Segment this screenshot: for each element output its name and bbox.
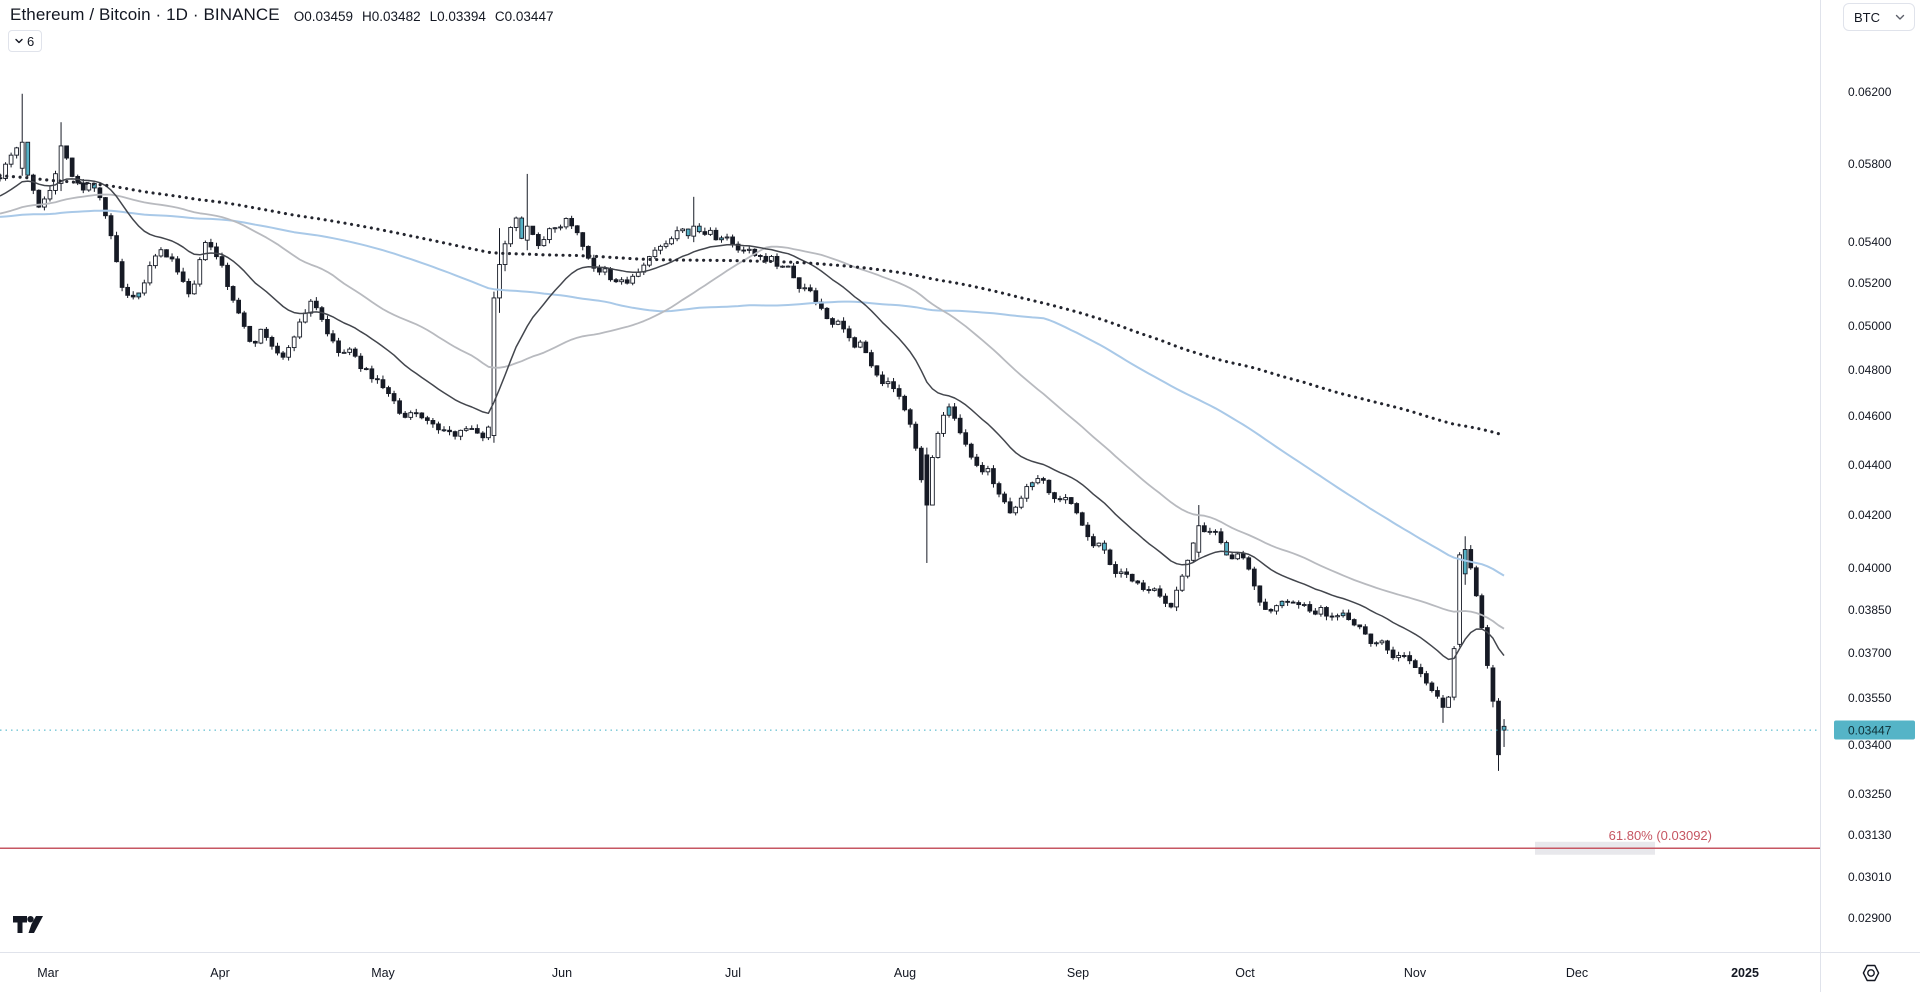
price-tick: 0.03550 (1848, 691, 1892, 706)
time-tick-Dec: Dec (1565, 965, 1589, 980)
indicator-count: 6 (27, 33, 35, 49)
price-tick: 0.03010 (1848, 870, 1892, 885)
ohlc-values: O0.03459 H0.03482 L0.03394 C0.03447 (294, 9, 554, 24)
gear-icon[interactable] (1859, 961, 1883, 985)
ohlc-segment: L0.03394 (429, 8, 486, 24)
chevron-down-icon (1895, 14, 1905, 20)
symbol-title[interactable]: Ethereum / Bitcoin · 1D · BINANCE (10, 5, 280, 24)
ohlc-segment: C0.03447 (494, 8, 554, 24)
chevron-down-icon (15, 38, 23, 44)
price-tick: 0.04600 (1848, 409, 1892, 424)
price-tick: 0.04800 (1848, 363, 1892, 378)
price-tick: 0.04000 (1848, 561, 1892, 576)
candlestick-chart[interactable] (0, 0, 1820, 952)
price-tick: 0.03400 (1848, 738, 1892, 753)
tradingview-logo[interactable] (13, 916, 47, 937)
time-tick-Sep: Sep (1066, 965, 1090, 980)
ma-line-sma-200[interactable] (0, 174, 1506, 437)
time-tick-Aug: Aug (893, 965, 917, 980)
time-tick-2025: 2025 (1731, 965, 1759, 980)
ohlc-segment: O0.03459 (293, 8, 354, 24)
price-tick: 0.05400 (1848, 235, 1892, 250)
candles-layer (0, 93, 1507, 771)
price-tick: 0.03700 (1848, 646, 1892, 661)
price-tick: 0.05800 (1848, 157, 1892, 172)
time-tick-Jun: Jun (551, 965, 573, 980)
time-tick-Mar: Mar (37, 965, 59, 980)
price-tick: 0.03850 (1848, 602, 1892, 617)
last-price-label[interactable]: 0.03447 (1834, 720, 1915, 740)
time-tick-Oct: Oct (1235, 965, 1255, 980)
price-tick: 0.04400 (1848, 457, 1892, 472)
time-tick-May: May (371, 965, 395, 980)
price-tick: 0.05200 (1848, 276, 1892, 291)
price-tick: 0.02900 (1848, 910, 1892, 925)
price-axis[interactable]: 0.03447 0.06200 0.05800 0.05400 0.05200 0.05… (1820, 0, 1920, 952)
time-axis[interactable]: Mar Apr May Jun Jul Aug Sep Oct Nov Dec 2025 (0, 952, 1820, 992)
currency-select-button[interactable]: BTC (1843, 3, 1915, 31)
ohlc-segment: H0.03482 (362, 8, 421, 24)
indicators-collapse-button[interactable]: 6 (8, 30, 43, 52)
currency-label: BTC (1854, 9, 1880, 25)
ma-line-ema-21[interactable] (0, 178, 1505, 661)
price-tick: 0.03130 (1848, 827, 1892, 842)
price-tick: 0.03250 (1848, 787, 1892, 802)
timezone-settings-cell[interactable] (1820, 952, 1920, 992)
ma-line-sma-50[interactable] (0, 193, 1505, 630)
time-tick-Apr: Apr (210, 965, 230, 980)
fib-level-label[interactable]: 61.80% (0.03092) (1608, 828, 1712, 844)
symbol-legend[interactable]: Ethereum / Bitcoin · 1D · BINANCE O0.034… (10, 5, 553, 25)
price-tick: 0.05000 (1848, 318, 1892, 333)
ma-line-sma-100[interactable] (0, 209, 1505, 577)
time-tick-Nov: Nov (1403, 965, 1427, 980)
price-tick: 0.06200 (1848, 85, 1892, 99)
chart-pane[interactable]: Ethereum / Bitcoin · 1D · BINANCE O0.034… (0, 0, 1820, 952)
price-tick: 0.04200 (1848, 508, 1892, 523)
time-tick-Jul: Jul (725, 965, 741, 980)
fib-retracement-level (0, 841, 1820, 855)
